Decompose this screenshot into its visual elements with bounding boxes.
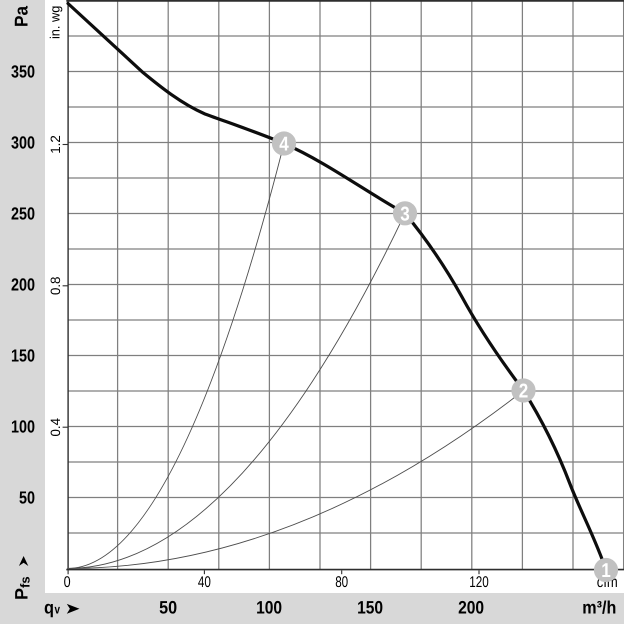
svg-text:2: 2 [519, 381, 529, 403]
svg-text:200: 200 [11, 275, 35, 295]
svg-text:1: 1 [601, 560, 611, 582]
svg-text:0: 0 [64, 574, 71, 591]
svg-text:300: 300 [11, 133, 35, 153]
svg-text:50: 50 [19, 488, 35, 508]
svg-text:150: 150 [11, 346, 35, 366]
svg-text:200: 200 [458, 598, 484, 618]
svg-text:50: 50 [159, 598, 177, 618]
svg-text:350: 350 [11, 62, 35, 82]
svg-text:150: 150 [357, 598, 383, 618]
svg-text:80: 80 [335, 574, 348, 591]
svg-text:v: v [55, 603, 61, 617]
svg-text:40: 40 [198, 574, 211, 591]
svg-text:0.4: 0.4 [48, 417, 63, 436]
svg-text:4: 4 [279, 134, 289, 156]
svg-text:Pfs: Pfs [12, 576, 33, 600]
svg-text:m³/h: m³/h [582, 598, 616, 618]
svg-text:1.2: 1.2 [48, 135, 63, 154]
svg-text:Pa: Pa [10, 5, 31, 27]
svg-text:120: 120 [469, 574, 489, 591]
svg-text:q: q [44, 598, 54, 618]
svg-text:0.8: 0.8 [48, 277, 63, 296]
svg-text:in. wg: in. wg [47, 6, 62, 40]
svg-text:100: 100 [11, 417, 35, 437]
svg-text:3: 3 [400, 204, 410, 226]
svg-text:100: 100 [256, 598, 282, 618]
svg-text:250: 250 [11, 204, 35, 224]
